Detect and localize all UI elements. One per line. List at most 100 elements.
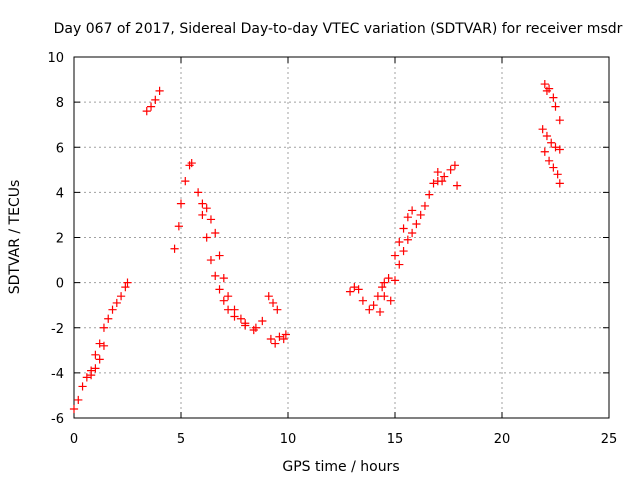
data-point — [450, 161, 460, 170]
data-point — [206, 215, 216, 224]
data-point — [425, 190, 434, 199]
data-point — [121, 283, 130, 292]
x-tick-label: 0 — [70, 432, 78, 447]
data-point — [412, 219, 421, 229]
data-point — [116, 292, 126, 301]
y-tick-label: 6 — [56, 141, 64, 156]
data-point — [266, 334, 275, 344]
data-point — [219, 296, 228, 305]
y-tick-label: -4 — [51, 367, 64, 382]
data-point — [202, 204, 211, 213]
data-point — [408, 228, 417, 238]
data-point — [104, 314, 113, 323]
data-point — [181, 176, 190, 186]
y-axis-label: SDTVAR / TECUs — [7, 180, 23, 295]
data-point — [82, 373, 91, 382]
data-point — [91, 350, 100, 359]
data-point — [452, 181, 462, 190]
x-tick-label: 25 — [601, 432, 618, 447]
data-point — [380, 278, 389, 287]
y-tick-label: 0 — [56, 277, 64, 292]
data-point — [542, 131, 552, 141]
data-point — [170, 244, 179, 253]
y-tick-label: -6 — [51, 412, 64, 427]
data-point — [151, 95, 160, 104]
data-point — [155, 86, 164, 95]
data-point — [354, 285, 363, 294]
grid-lines — [74, 57, 609, 418]
data-point — [206, 255, 216, 265]
data-point — [555, 116, 564, 125]
axis-ticks — [73, 56, 610, 419]
data-point — [273, 305, 282, 314]
y-tick-label: 2 — [56, 232, 64, 247]
chart-title: Day 067 of 2017, Sidereal Day-to-day VTE… — [54, 21, 623, 37]
data-point — [112, 298, 121, 308]
data-point — [108, 305, 117, 314]
data-point — [142, 107, 151, 116]
y-tick-label: 8 — [56, 96, 64, 111]
data-point — [275, 332, 284, 341]
data-point — [99, 323, 109, 332]
data-point — [99, 341, 109, 350]
data-point — [547, 138, 556, 147]
data-point — [198, 199, 207, 208]
data-point — [219, 274, 228, 283]
y-tick-label: 10 — [47, 51, 64, 66]
x-axis-label: GPS time / hours — [282, 459, 399, 475]
data-point — [433, 167, 442, 177]
data-point — [369, 301, 378, 310]
data-point — [123, 278, 132, 287]
data-point — [198, 210, 207, 220]
data-point — [91, 364, 100, 373]
data-point — [281, 330, 290, 339]
data-point — [95, 355, 104, 364]
data-point — [395, 260, 404, 269]
data-point — [230, 305, 239, 314]
data-point — [258, 316, 267, 326]
data-point — [416, 210, 425, 220]
data-point — [540, 147, 549, 156]
data-point — [540, 79, 549, 89]
data-point — [350, 283, 359, 292]
x-tick-label: 20 — [494, 432, 511, 447]
y-tick-labels: -6 -4 -2 0 2 4 6 8 10 — [47, 51, 64, 427]
data-point — [187, 158, 196, 168]
y-tick-label: -2 — [51, 322, 64, 337]
data-point — [211, 271, 220, 280]
data-point — [78, 382, 87, 391]
data-point — [215, 251, 224, 260]
data-points — [69, 79, 564, 414]
data-point — [264, 292, 273, 301]
data-point — [87, 371, 96, 380]
data-point — [146, 102, 156, 111]
data-point — [378, 283, 387, 292]
data-point — [380, 292, 389, 301]
data-point — [551, 102, 560, 111]
data-point — [403, 213, 412, 222]
data-point — [399, 224, 408, 233]
data-point — [95, 339, 104, 348]
data-point — [375, 307, 385, 317]
data-point — [544, 84, 554, 93]
x-tick-label: 10 — [280, 432, 297, 447]
data-point — [433, 176, 442, 186]
data-point — [230, 312, 239, 321]
data-point — [271, 339, 280, 348]
data-point — [440, 172, 449, 181]
data-point — [553, 170, 562, 179]
data-point — [399, 246, 408, 256]
data-point — [249, 325, 258, 335]
data-point — [446, 165, 455, 174]
data-point — [268, 298, 278, 308]
data-point — [555, 179, 564, 188]
data-point — [345, 287, 355, 296]
data-point — [384, 274, 393, 283]
data-point — [69, 404, 79, 414]
data-point — [241, 321, 250, 330]
data-point — [176, 199, 186, 208]
x-tick-label: 15 — [387, 432, 404, 447]
data-point — [358, 296, 367, 305]
data-point — [420, 201, 430, 211]
